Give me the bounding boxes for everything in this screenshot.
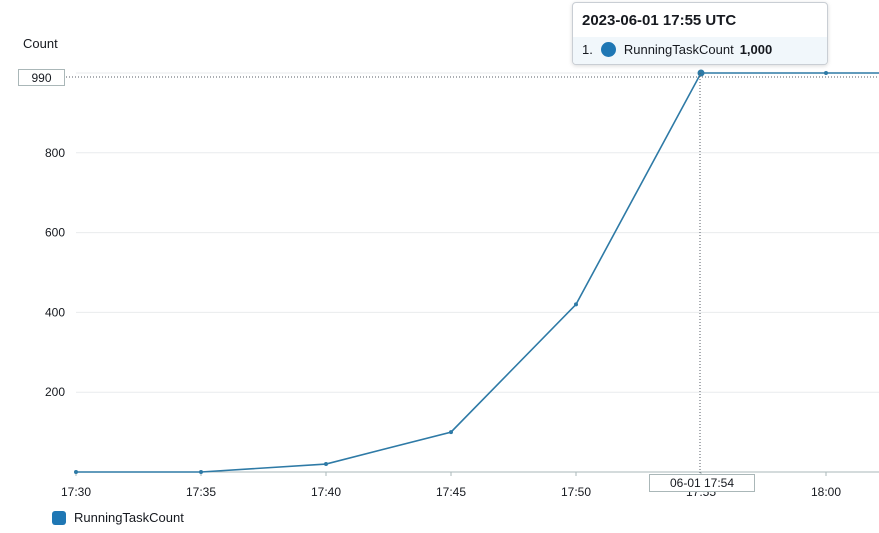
legend-label[interactable]: RunningTaskCount <box>74 510 184 525</box>
crosshair <box>66 73 879 476</box>
x-tick-label: 17:40 <box>311 485 341 499</box>
data-point[interactable] <box>324 462 328 467</box>
data-point[interactable] <box>824 71 828 75</box>
series-line <box>76 72 879 473</box>
y-tick-label: 200 <box>45 385 65 399</box>
series-layer <box>74 69 879 474</box>
x-tick-label: 17:45 <box>436 485 466 499</box>
x-tick-label: 18:00 <box>811 485 841 499</box>
tooltip-series-value: 1,000 <box>739 42 773 57</box>
y-tick-label: 800 <box>45 146 65 160</box>
y-tick-label: 600 <box>45 226 65 240</box>
x-tick-label: 17:50 <box>561 485 591 499</box>
crosshair-x-value: 06-01 17:54 <box>669 476 735 490</box>
data-point[interactable] <box>574 302 578 307</box>
data-point[interactable] <box>449 430 453 435</box>
crosshair-y-readout: 990 <box>18 69 65 86</box>
y-tick-labels: 200 400 600 800 <box>45 146 65 399</box>
grid-lines <box>76 72 879 473</box>
data-point[interactable] <box>697 69 705 77</box>
data-point[interactable] <box>74 470 78 474</box>
legend-swatch-icon[interactable] <box>52 510 66 525</box>
tooltip-title: 2023-06-01 17:55 UTC <box>582 12 737 29</box>
tooltip-series-row: 1. RunningTaskCount 1,000 <box>573 37 827 64</box>
crosshair-y-value: 990 <box>31 70 52 85</box>
tooltip-index: 1. <box>582 42 593 57</box>
x-tick-label: 17:35 <box>186 485 216 499</box>
y-tick-label: 400 <box>45 305 65 319</box>
y-axis-label: Count <box>23 36 58 51</box>
x-tick-labels: 17:30 17:35 17:40 17:45 17:50 17:55 18:00 <box>61 472 841 499</box>
series-dot-icon <box>600 42 616 57</box>
legend[interactable]: RunningTaskCount <box>52 510 184 525</box>
tooltip-series-name: RunningTaskCount <box>623 42 734 57</box>
data-point[interactable] <box>199 470 203 474</box>
data-tooltip: 2023-06-01 17:55 UTC 1. RunningTaskCount… <box>572 2 828 65</box>
crosshair-x-readout: 06-01 17:54 <box>649 474 755 492</box>
x-tick-label: 17:30 <box>61 485 91 499</box>
